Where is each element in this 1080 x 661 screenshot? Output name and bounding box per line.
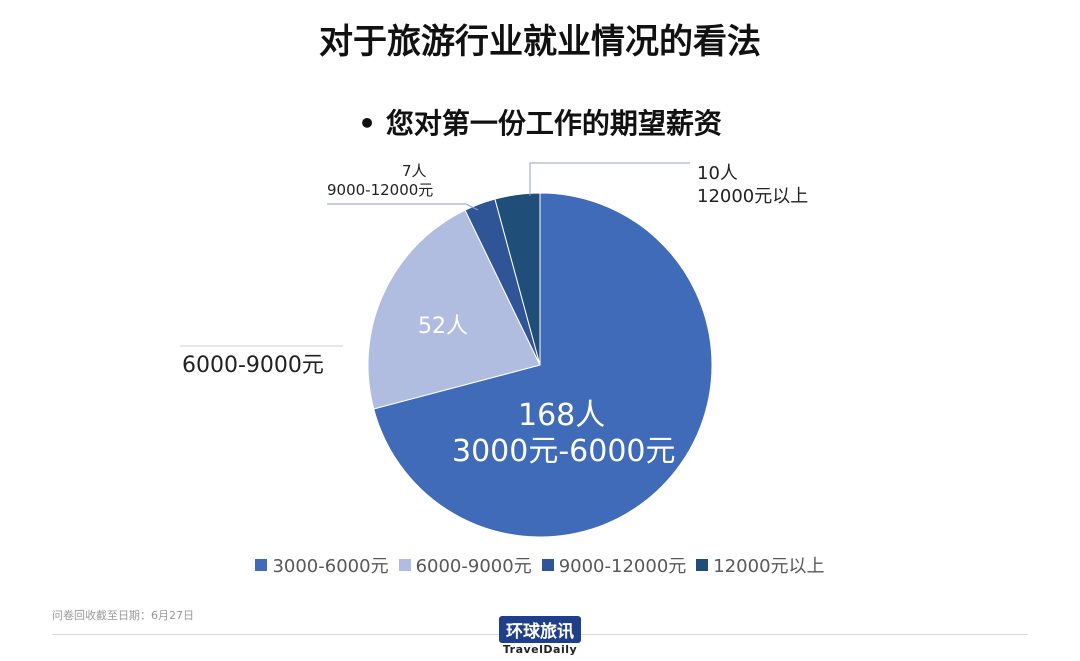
- logo-en: TravelDaily: [502, 643, 578, 656]
- pie-slice-6000-9000元: [367, 209, 541, 410]
- legend-swatch: [398, 559, 411, 571]
- label-168-category: 3000元-6000元: [452, 434, 676, 469]
- legend-label: 6000-9000元: [415, 556, 532, 577]
- chart-subtitle: • 您对第一份工作的期望薪资: [358, 107, 722, 140]
- legend-swatch: [696, 559, 709, 571]
- traveldaily-logo: 环球旅讯 TravelDaily: [499, 616, 581, 656]
- legend: 3000-6000元 6000-9000元 9000-12000元 12000元…: [0, 552, 1080, 578]
- legend-item: 6000-9000元: [398, 552, 532, 578]
- legend-item: 12000元以上: [696, 552, 825, 578]
- legend-label: 3000-6000元: [272, 556, 389, 577]
- pie-slice-3000-6000元: [373, 192, 713, 538]
- pie-slice-12000元以上: [494, 192, 541, 366]
- label-52-count: 52人: [418, 314, 468, 339]
- legend-label: 9000-12000元: [558, 556, 687, 577]
- legend-swatch: [255, 559, 268, 571]
- leader-line-9000-12000: [327, 203, 479, 211]
- legend-item: 9000-12000元: [541, 552, 687, 578]
- label-52-category: 6000-9000元: [182, 353, 324, 378]
- label-7-count: 7人: [402, 162, 427, 180]
- leader-line-12000-plus: [529, 162, 690, 196]
- label-7-category: 9000-12000元: [327, 181, 434, 199]
- label-168-count: 168人: [518, 398, 606, 433]
- legend-item: 3000-6000元: [255, 552, 389, 578]
- chart-title: 对于旅游行业就业情况的看法: [319, 22, 761, 62]
- label-10-count: 10人: [697, 163, 738, 184]
- label-10-category: 12000元以上: [697, 186, 809, 207]
- logo-cn: 环球旅讯: [499, 616, 581, 643]
- survey-date-note: 问卷回收截至日期：6月27日: [52, 609, 194, 622]
- legend-swatch: [541, 559, 554, 571]
- legend-label: 12000元以上: [713, 556, 825, 577]
